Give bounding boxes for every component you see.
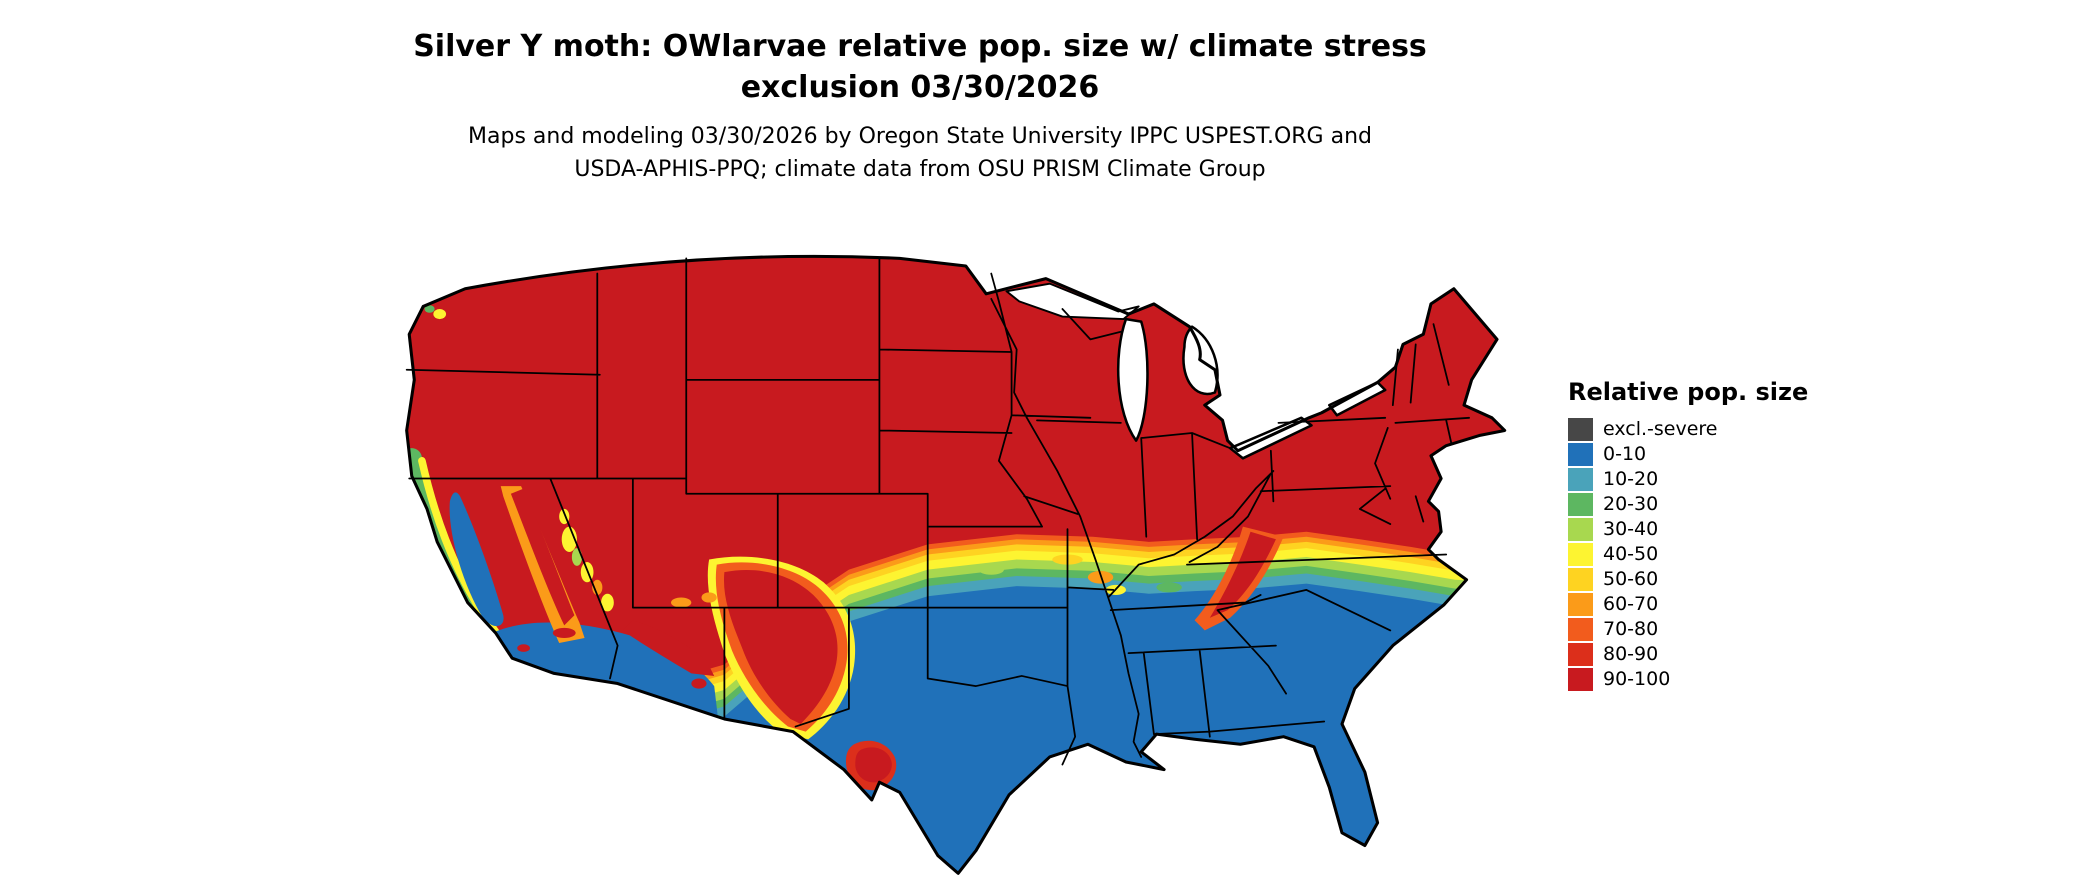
us-map: [305, 228, 1525, 886]
legend-item-80-90: 80-90: [1568, 643, 1828, 666]
speckle: [701, 592, 717, 603]
legend-label: excl.-severe: [1603, 418, 1718, 440]
legend-swatch-70-80: [1568, 618, 1593, 641]
lake-michigan: [1116, 317, 1149, 442]
legend-swatch-60-70: [1568, 593, 1593, 616]
legend-item-0-10: 0-10: [1568, 443, 1828, 466]
legend-swatch-40-50: [1568, 543, 1593, 566]
raster-layers: [406, 256, 1505, 874]
legend-label: 90-100: [1603, 668, 1671, 690]
speckle-puget: [433, 308, 447, 320]
legend-swatch-10-20: [1568, 468, 1593, 491]
legend-swatch-80-90: [1568, 643, 1593, 666]
legend-swatch-0-10: [1568, 443, 1593, 466]
legend-label: 20-30: [1603, 493, 1659, 515]
legend-title: Relative pop. size: [1568, 378, 1809, 406]
speckle-puget-2: [424, 305, 435, 313]
region-big-bend-high: [855, 747, 892, 783]
page-title-line-2: exclusion 03/30/2026: [740, 70, 1100, 105]
legend-label: 0-10: [1603, 443, 1647, 465]
legend-item-50-60: 50-60: [1568, 568, 1828, 591]
legend-item-excl-severe: excl.-severe: [1568, 418, 1828, 441]
state-borders: [405, 257, 1470, 766]
legend-item-40-50: 40-50: [1568, 543, 1828, 566]
page-title-line-1: Silver Y moth: OWlarvae relative pop. si…: [413, 29, 1427, 64]
page-subtitle-line-2: USDA-APHIS-PPQ; climate data from OSU PR…: [574, 157, 1266, 182]
legend-label: 50-60: [1603, 568, 1659, 590]
us-outline: [405, 254, 1507, 875]
legend-item-70-80: 70-80: [1568, 618, 1828, 641]
legend-item-60-70: 60-70: [1568, 593, 1828, 616]
legend-label: 30-40: [1603, 518, 1659, 540]
region-socal-mtn-spot-2: [517, 644, 530, 652]
region-se-az-mtn-spot: [691, 678, 707, 689]
legend-swatch-20-30: [1568, 493, 1593, 516]
lake-erie: [1228, 416, 1313, 460]
legend-swatch-excl-severe: [1568, 418, 1593, 441]
speckle: [601, 593, 614, 612]
legend-item-90-100: 90-100: [1568, 668, 1828, 691]
page-subtitle-line-1: Maps and modeling 03/30/2026 by Oregon S…: [468, 124, 1372, 149]
region-sierra-nevada-high: [510, 488, 575, 626]
legend-item-20-30: 20-30: [1568, 493, 1828, 516]
region-mogollon-rim-high: [622, 620, 715, 676]
region-socal-mtn-spot: [552, 627, 576, 638]
legend-label: 40-50: [1603, 543, 1659, 565]
legend-item-10-20: 10-20: [1568, 468, 1828, 491]
legend-label: 80-90: [1603, 643, 1659, 665]
speckle: [571, 548, 583, 566]
legend-label: 60-70: [1603, 593, 1659, 615]
speckle: [671, 597, 692, 608]
region-sw-high-core: [723, 570, 838, 725]
legend-swatch-30-40: [1568, 518, 1593, 541]
legend-label: 10-20: [1603, 468, 1659, 490]
page-subtitle: Maps and modeling 03/30/2026 by Oregon S…: [220, 120, 1620, 186]
map-legend: Relative pop. size excl.-severe 0-10 10-…: [1568, 378, 1828, 693]
region-central-valley: [449, 492, 504, 627]
speckle: [978, 564, 1004, 575]
legend-swatch-90-100: [1568, 668, 1593, 691]
legend-item-30-40: 30-40: [1568, 518, 1828, 541]
map-header: Silver Y moth: OWlarvae relative pop. si…: [220, 26, 1620, 186]
legend-swatch-50-60: [1568, 568, 1593, 591]
speckle: [1156, 582, 1182, 593]
legend-label: 70-80: [1603, 618, 1659, 640]
region-appalachian-high: [1209, 531, 1276, 618]
us-map-svg: [405, 254, 1507, 875]
